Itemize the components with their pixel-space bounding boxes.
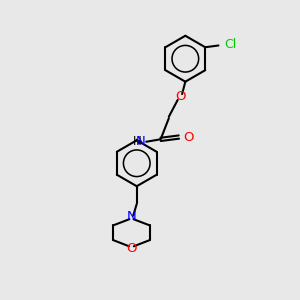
Text: H: H [133, 135, 142, 148]
Text: O: O [126, 242, 137, 255]
Text: O: O [175, 91, 185, 103]
Text: N: N [136, 135, 145, 148]
Text: N: N [127, 210, 136, 223]
Text: Cl: Cl [224, 38, 236, 51]
Text: O: O [183, 130, 194, 143]
